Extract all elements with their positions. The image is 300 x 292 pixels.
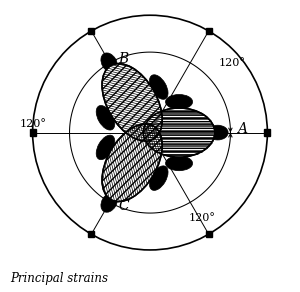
Text: A: A [237,122,247,136]
Text: C: C [119,199,129,213]
Ellipse shape [102,124,162,201]
Ellipse shape [101,193,117,212]
Ellipse shape [102,64,162,141]
Ellipse shape [147,132,163,152]
Bar [29,129,36,136]
Bar [88,231,94,237]
Ellipse shape [166,95,193,109]
Text: 120°: 120° [189,213,216,223]
Ellipse shape [207,125,228,140]
Text: 120°: 120° [19,119,46,129]
Text: B: B [119,52,129,66]
Ellipse shape [101,53,117,72]
Ellipse shape [149,75,168,99]
Ellipse shape [149,166,168,190]
Text: 120°: 120° [218,58,245,68]
Bar [264,129,271,136]
Ellipse shape [96,105,115,130]
Bar [206,231,212,237]
Ellipse shape [147,113,163,133]
Ellipse shape [96,135,115,160]
Ellipse shape [130,125,151,140]
Ellipse shape [143,108,215,157]
Bar [88,28,94,34]
Text: Principal strains: Principal strains [10,272,108,285]
Ellipse shape [166,156,193,171]
Bar [206,28,212,34]
